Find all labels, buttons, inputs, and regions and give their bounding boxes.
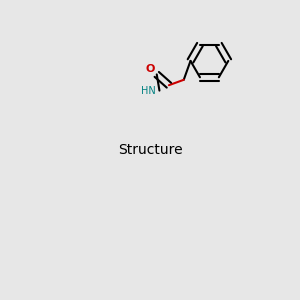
Text: Structure: Structure [118, 143, 182, 157]
Text: HN: HN [141, 85, 156, 96]
Text: O: O [145, 64, 155, 74]
